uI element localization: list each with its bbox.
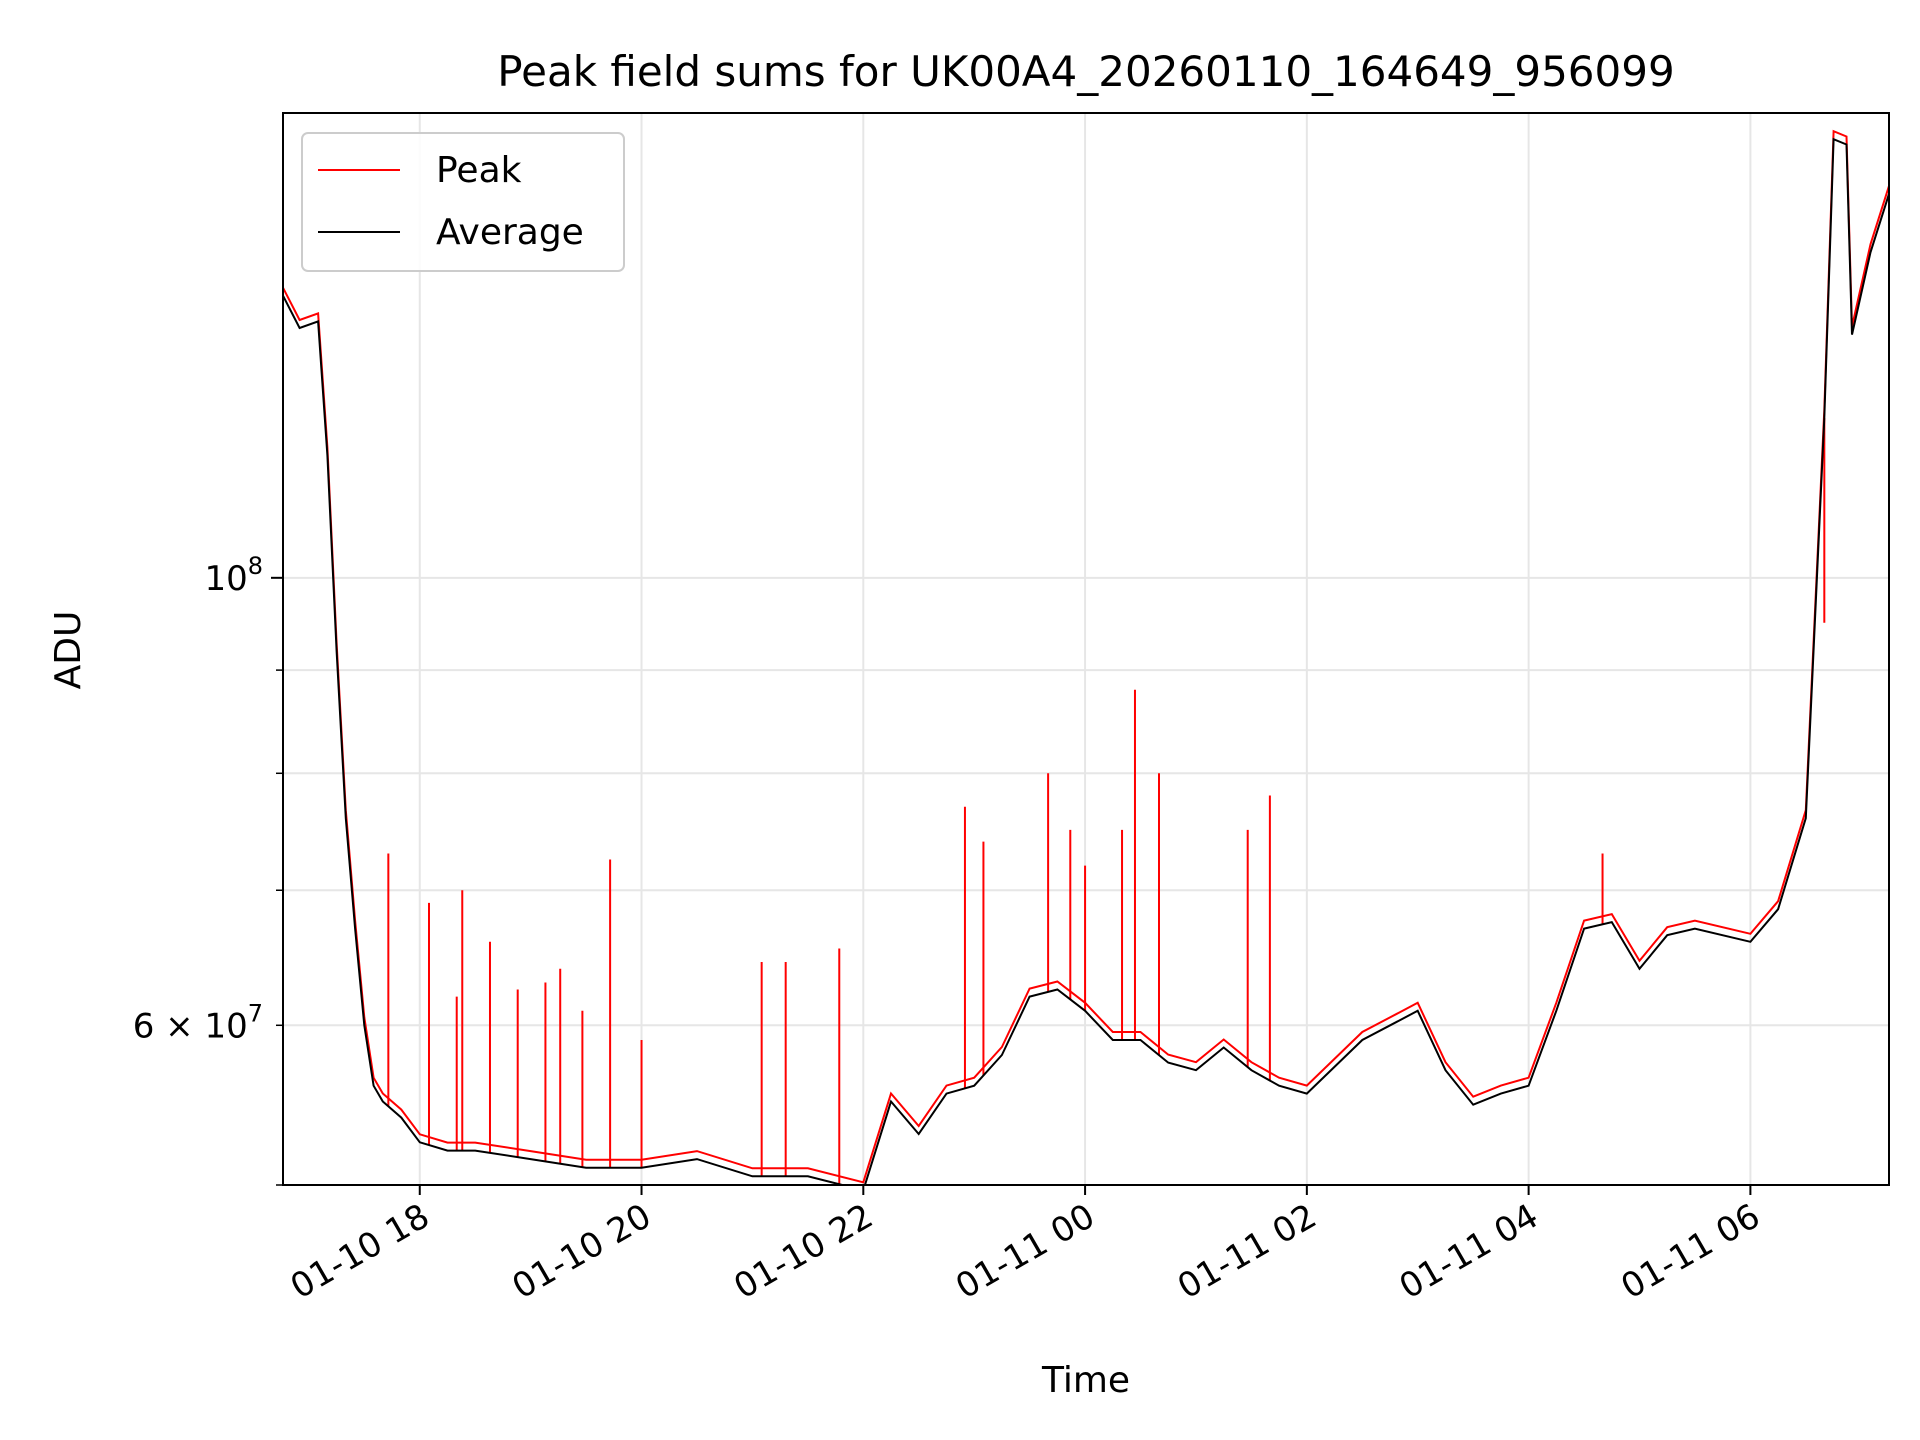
series-layer xyxy=(283,129,1889,1185)
peak-series-line xyxy=(283,129,1889,1184)
legend: Peak Average xyxy=(301,132,625,272)
y-axis-label: ADU xyxy=(48,611,89,690)
average-series-line xyxy=(283,137,1889,1185)
y-axis: 108 6 × 107 xyxy=(133,552,283,1186)
legend-peak-label: Peak xyxy=(436,150,522,191)
y-tick-label: 108 xyxy=(204,552,263,599)
y-tick-label: 6 × 107 xyxy=(133,999,263,1046)
chart-title: Peak field sums for UK00A4_20260110_1646… xyxy=(497,47,1674,96)
legend-box xyxy=(301,132,625,272)
x-axis-label: Time xyxy=(1041,1360,1130,1401)
legend-average-label: Average xyxy=(436,212,584,253)
